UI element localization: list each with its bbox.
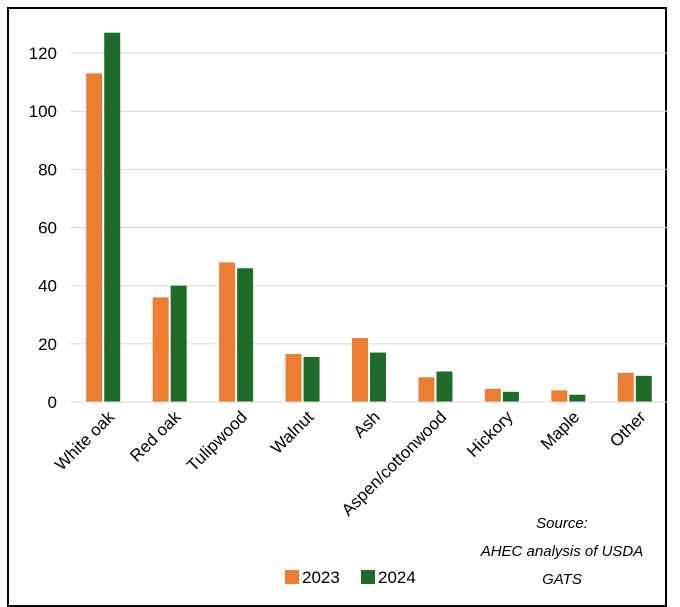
legend-label-2024: 2024: [378, 568, 416, 587]
y-tick-label: 0: [48, 393, 57, 412]
bar-2023-ash: [352, 338, 368, 402]
bar-2023-red-oak: [152, 297, 169, 402]
bar-2024-walnut: [303, 356, 320, 402]
bar-2024-maple: [569, 394, 586, 402]
bar-2024-aspen-cottonwood: [436, 371, 453, 402]
y-tick-label: 20: [38, 335, 57, 354]
source-line-1: Source:: [536, 515, 588, 532]
y-tick-label: 80: [38, 160, 57, 179]
x-category-label: Hickory: [463, 407, 517, 461]
y-tick-label: 120: [29, 44, 57, 63]
bar-2024-white-oak: [104, 32, 121, 402]
y-tick-label: 60: [38, 219, 57, 238]
legend-swatch-2024: [361, 570, 375, 584]
bar-2024-ash: [370, 352, 386, 402]
source-line-3: GATS: [542, 571, 582, 588]
x-category-label: Maple: [537, 407, 583, 453]
bar-2024-hickory: [502, 391, 519, 402]
bar-2023-walnut: [285, 354, 302, 402]
bars: [86, 32, 652, 402]
y-axis-ticks: 0 20 40 60 80 100 120: [29, 44, 57, 412]
bar-2024-other: [635, 375, 652, 402]
source-line-2: AHEC analysis of USDA: [480, 543, 644, 560]
x-category-label: White oak: [51, 407, 118, 474]
gridlines: [70, 52, 668, 345]
bar-2023-maple: [551, 390, 568, 402]
legend-label-2023: 2023: [302, 568, 340, 587]
y-tick-label: 100: [29, 102, 57, 121]
bar-2023-other: [617, 372, 634, 402]
legend-swatch-2023: [285, 570, 299, 584]
bar-2023-tulipwood: [219, 262, 236, 402]
x-category-label: Red oak: [126, 407, 185, 466]
x-category-label: Ash: [350, 407, 384, 441]
bar-2023-white-oak: [86, 73, 103, 402]
x-category-label: Walnut: [267, 407, 318, 458]
bar-2023-aspen-cottonwood: [418, 377, 435, 402]
x-category-label: Other: [606, 407, 650, 451]
bar-2024-red-oak: [170, 285, 187, 402]
x-category-label: Tulipwood: [183, 407, 251, 475]
bar-2023-hickory: [484, 388, 501, 402]
y-tick-label: 40: [38, 277, 57, 296]
legend: 2023 2024: [285, 568, 416, 587]
source-annotation: Source: AHEC analysis of USDA GATS: [480, 515, 644, 588]
bar-2024-tulipwood: [237, 268, 254, 402]
